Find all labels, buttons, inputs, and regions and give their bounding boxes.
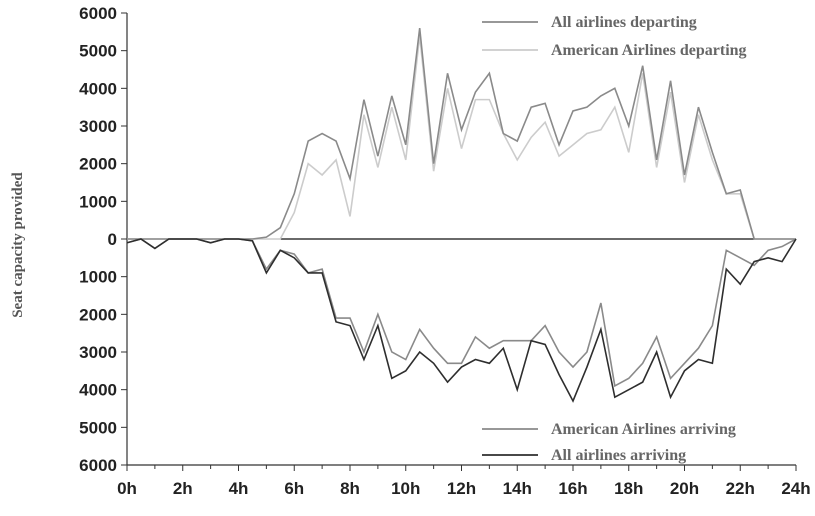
x-tick-label: 20h	[670, 479, 699, 498]
x-tick-label: 24h	[781, 479, 810, 498]
legend-label: American Airlines arriving	[551, 421, 736, 438]
y-tick-label: 0	[108, 230, 117, 249]
y-tick-label: 5000	[79, 42, 117, 61]
series-line-american-airlines-departing	[127, 35, 796, 240]
x-tick-label: 2h	[173, 479, 193, 498]
legend-label: American Airlines departing	[551, 42, 747, 59]
y-tick-label: 3000	[79, 117, 117, 136]
legend-label: All airlines arriving	[551, 447, 686, 464]
y-tick-label: 1000	[79, 268, 117, 287]
legend-label: All airlines departing	[551, 14, 697, 31]
x-tick-label: 12h	[447, 479, 476, 498]
x-tick-label: 4h	[229, 479, 249, 498]
x-tick-label: 14h	[503, 479, 532, 498]
y-tick-label: 6000	[79, 4, 117, 23]
y-tick-label: 4000	[79, 79, 117, 98]
y-tick-label: 6000	[79, 456, 117, 475]
y-tick-label: 1000	[79, 192, 117, 211]
x-tick-label: 8h	[340, 479, 360, 498]
x-tick-label: 16h	[558, 479, 587, 498]
x-tick-label: 6h	[284, 479, 304, 498]
legend-layer: All airlines departing American Airlines …	[482, 14, 747, 464]
x-tick-label: 22h	[726, 479, 755, 498]
series-line-all-airlines-departing	[127, 27, 796, 240]
y-tick-label: 2000	[79, 155, 117, 174]
y-axis-label: Seat capacity provided	[10, 172, 26, 318]
axes-layer: 6000 5000 4000 3000 2000 1000 0 1000 2000 3000 400…	[79, 4, 810, 498]
series-line-american-airlines-arriving	[126, 238, 797, 388]
y-tick-label: 2000	[79, 305, 117, 324]
x-tick-label: 0h	[117, 479, 137, 498]
y-tick-label: 3000	[79, 343, 117, 362]
y-tick-label: 4000	[79, 381, 117, 400]
series-line-all-airlines-arriving	[126, 238, 797, 403]
x-tick-label: 10h	[391, 479, 420, 498]
series-layer	[126, 27, 797, 403]
x-tick-label: 18h	[614, 479, 643, 498]
y-tick-label: 5000	[79, 418, 117, 437]
